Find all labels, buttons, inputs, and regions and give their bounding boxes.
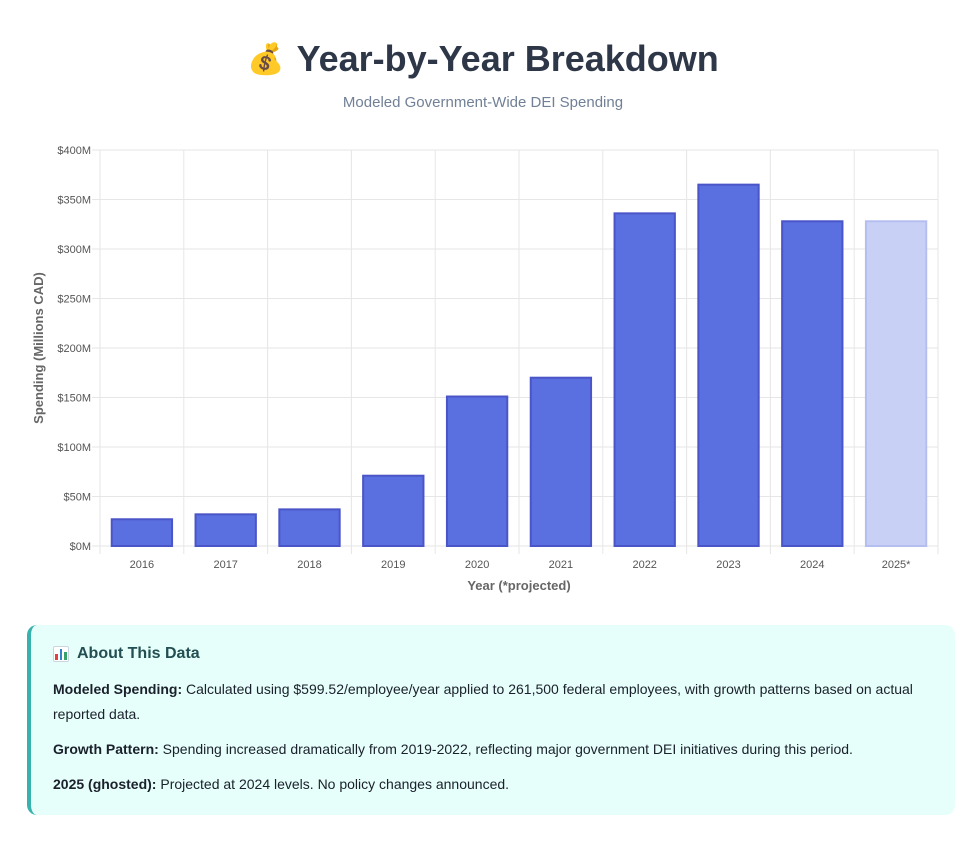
info-item-modeled-spending: Modeled Spending: Calculated using $599.… bbox=[53, 677, 931, 727]
info-label: 2025 (ghosted): bbox=[53, 776, 157, 792]
info-label: Modeled Spending: bbox=[53, 681, 183, 697]
x-tick-label: 2025* bbox=[882, 559, 911, 571]
x-tick-label: 2024 bbox=[800, 559, 824, 571]
x-tick-label: 2022 bbox=[632, 559, 656, 571]
bar-chart-icon bbox=[53, 646, 69, 662]
y-tick-label: $50M bbox=[63, 492, 91, 504]
bar bbox=[613, 212, 676, 548]
y-tick-label: $250M bbox=[57, 294, 91, 306]
bar bbox=[278, 508, 341, 547]
y-tick-label: $0M bbox=[70, 541, 91, 553]
info-text: Calculated using $599.52/employee/year a… bbox=[53, 681, 913, 722]
y-tick-label: $100M bbox=[57, 442, 91, 454]
about-data-heading-text: About This Data bbox=[77, 645, 200, 662]
x-tick-label: 2020 bbox=[465, 559, 489, 571]
x-tick-label: 2016 bbox=[130, 559, 154, 571]
y-tick-label: $350M bbox=[57, 195, 91, 207]
y-tick-label: $200M bbox=[57, 343, 91, 355]
x-tick-label: 2021 bbox=[549, 559, 573, 571]
bar bbox=[529, 376, 593, 547]
page-title-text: Year-by-Year Breakdown bbox=[296, 38, 719, 79]
y-tick-label: $400M bbox=[57, 145, 91, 157]
info-text: Spending increased dramatically from 201… bbox=[158, 741, 853, 757]
money-bag-icon: 💰 bbox=[247, 41, 285, 77]
about-data-heading: About This Data bbox=[53, 645, 931, 663]
x-tick-label: 2018 bbox=[297, 559, 321, 571]
bar bbox=[697, 183, 760, 548]
bar bbox=[362, 474, 425, 547]
info-label: Growth Pattern: bbox=[53, 741, 159, 757]
y-tick-label: $150M bbox=[57, 393, 91, 405]
bar bbox=[781, 220, 844, 547]
bar-projected bbox=[864, 220, 928, 547]
y-axis-title: Spending (Millions CAD) bbox=[31, 272, 46, 424]
info-item-2025-ghosted: 2025 (ghosted): Projected at 2024 levels… bbox=[53, 772, 931, 797]
page-subtitle: Modeled Government-Wide DEI Spending bbox=[342, 94, 624, 111]
x-tick-label: 2023 bbox=[716, 559, 740, 571]
bar bbox=[110, 518, 174, 547]
bar bbox=[194, 513, 257, 548]
about-data-panel: About This Data Modeled Spending: Calcul… bbox=[27, 625, 955, 815]
x-tick-label: 2019 bbox=[381, 559, 405, 571]
x-axis-title: Year (*projected) bbox=[467, 578, 570, 593]
x-tick-label: 2017 bbox=[213, 559, 237, 571]
info-text: Projected at 2024 levels. No policy chan… bbox=[156, 776, 510, 792]
page-title: 💰 Year-by-Year Breakdown bbox=[0, 38, 966, 80]
bar bbox=[445, 395, 509, 548]
y-tick-label: $300M bbox=[57, 244, 91, 256]
info-item-growth-pattern: Growth Pattern: Spending increased drama… bbox=[53, 737, 931, 762]
spending-bar-chart: $0M $50M $100M $150M $200M $250M $300M $350M $40… bbox=[31, 145, 939, 593]
